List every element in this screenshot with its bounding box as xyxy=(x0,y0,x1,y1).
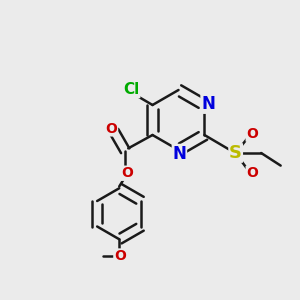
Text: O: O xyxy=(121,166,133,180)
Text: O: O xyxy=(246,167,258,180)
Text: O: O xyxy=(246,127,258,141)
Text: Cl: Cl xyxy=(123,82,140,98)
Text: O: O xyxy=(114,249,126,263)
Text: S: S xyxy=(229,144,242,162)
Text: N: N xyxy=(201,95,215,113)
Text: O: O xyxy=(106,122,118,136)
Text: N: N xyxy=(172,145,186,163)
